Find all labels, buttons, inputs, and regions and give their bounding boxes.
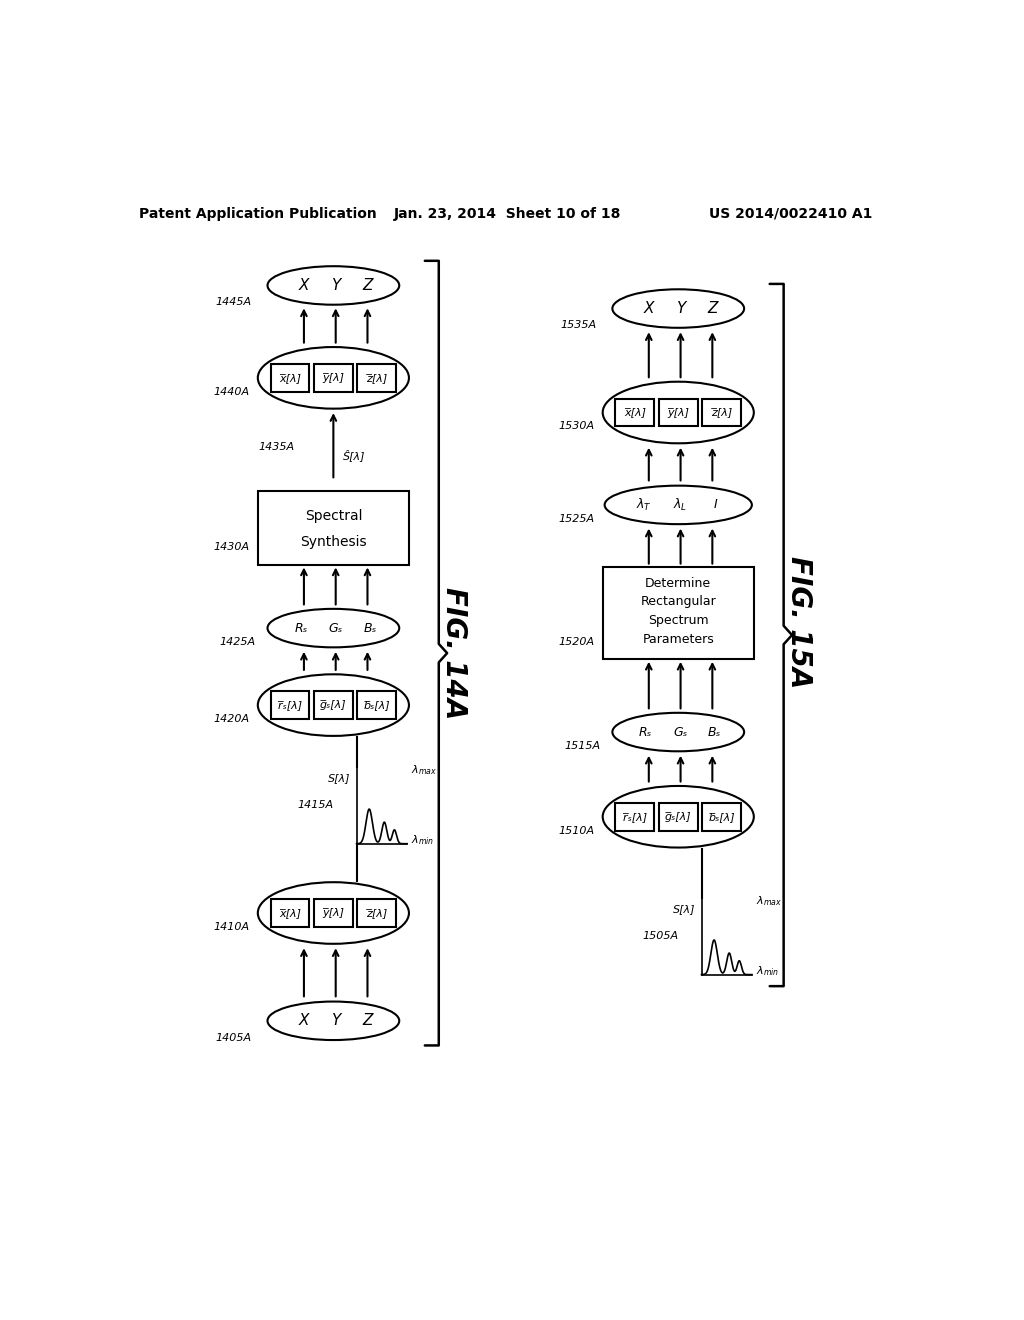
Ellipse shape — [612, 713, 744, 751]
Text: I: I — [714, 499, 718, 511]
Text: Spectral: Spectral — [304, 510, 362, 524]
Text: 1535A: 1535A — [561, 321, 597, 330]
Bar — [615, 399, 654, 426]
Text: FIG. 14A: FIG. 14A — [440, 587, 468, 719]
Text: 1530A: 1530A — [558, 421, 595, 432]
Bar — [314, 692, 352, 719]
Bar — [357, 364, 396, 392]
Ellipse shape — [258, 675, 409, 737]
Text: 1510A: 1510A — [558, 825, 595, 836]
Text: x̅[λ]: x̅[λ] — [624, 408, 646, 417]
Bar — [658, 803, 697, 830]
Ellipse shape — [267, 609, 399, 647]
Text: 1425A: 1425A — [220, 638, 256, 647]
Bar — [658, 399, 697, 426]
Text: $\lambda_{min}$: $\lambda_{min}$ — [411, 833, 434, 846]
Text: Gₛ: Gₛ — [674, 726, 688, 739]
Text: 1405A: 1405A — [216, 1032, 252, 1043]
Text: Synthesis: Synthesis — [300, 535, 367, 549]
Text: Rₛ: Rₛ — [639, 726, 652, 739]
Text: S[λ]: S[λ] — [328, 774, 350, 783]
Text: 1445A: 1445A — [216, 297, 252, 308]
Bar — [270, 899, 309, 927]
Text: 1415A: 1415A — [297, 800, 334, 810]
Text: Jan. 23, 2014  Sheet 10 of 18: Jan. 23, 2014 Sheet 10 of 18 — [394, 207, 622, 220]
Ellipse shape — [267, 1002, 399, 1040]
Text: Rectangular: Rectangular — [640, 594, 716, 607]
Text: 1435A: 1435A — [258, 442, 295, 453]
Text: 1420A: 1420A — [214, 714, 250, 723]
Bar — [270, 364, 309, 392]
Text: US 2014/0022410 A1: US 2014/0022410 A1 — [709, 207, 872, 220]
Text: x̅[λ]: x̅[λ] — [279, 908, 301, 917]
Text: x̅[λ]: x̅[λ] — [279, 372, 301, 383]
Text: $\lambda_{min}$: $\lambda_{min}$ — [756, 964, 779, 978]
Text: z̅[λ]: z̅[λ] — [367, 908, 387, 917]
Ellipse shape — [603, 785, 754, 847]
Text: S[λ]: S[λ] — [673, 904, 695, 915]
Text: Bₛ: Bₛ — [708, 726, 721, 739]
Text: y̅[λ]: y̅[λ] — [323, 372, 344, 383]
Text: 1515A: 1515A — [564, 741, 601, 751]
Text: y̅[λ]: y̅[λ] — [668, 408, 689, 417]
Bar — [615, 803, 654, 830]
Bar — [258, 491, 409, 565]
Text: Y: Y — [331, 279, 340, 293]
Text: 1430A: 1430A — [214, 543, 250, 552]
Text: Z: Z — [708, 301, 718, 315]
Text: X: X — [643, 301, 654, 315]
Ellipse shape — [603, 381, 754, 444]
Bar — [270, 692, 309, 719]
Bar — [603, 566, 754, 659]
Bar — [702, 803, 741, 830]
Text: Y: Y — [331, 1014, 340, 1028]
Text: Patent Application Publication: Patent Application Publication — [139, 207, 377, 220]
Text: Spectrum: Spectrum — [648, 614, 709, 627]
Text: X: X — [299, 1014, 309, 1028]
Ellipse shape — [604, 486, 752, 524]
Text: Gₛ: Gₛ — [329, 622, 343, 635]
Text: r̅ₛ[λ]: r̅ₛ[λ] — [623, 812, 647, 822]
Text: g̅ₛ[λ]: g̅ₛ[λ] — [321, 700, 347, 710]
Bar — [314, 364, 352, 392]
Ellipse shape — [258, 347, 409, 409]
Text: Ŝ[λ]: Ŝ[λ] — [343, 449, 366, 461]
Text: b̅ₛ[λ]: b̅ₛ[λ] — [709, 812, 735, 822]
Ellipse shape — [612, 289, 744, 327]
Text: y̅[λ]: y̅[λ] — [323, 908, 344, 917]
Text: r̅ₛ[λ]: r̅ₛ[λ] — [278, 700, 302, 710]
Bar — [357, 692, 396, 719]
Text: Y: Y — [676, 301, 685, 315]
Bar — [314, 899, 352, 927]
Text: g̅ₛ[λ]: g̅ₛ[λ] — [665, 812, 691, 822]
Text: X: X — [299, 279, 309, 293]
Text: Z: Z — [362, 1014, 373, 1028]
Text: Parameters: Parameters — [642, 634, 714, 647]
Text: 1440A: 1440A — [214, 387, 250, 397]
Text: 1505A: 1505A — [642, 931, 678, 941]
Text: 1525A: 1525A — [558, 513, 595, 524]
Text: $\lambda_L$: $\lambda_L$ — [674, 496, 688, 513]
Text: Rₛ: Rₛ — [294, 622, 307, 635]
Text: $\lambda_{max}$: $\lambda_{max}$ — [411, 764, 437, 777]
Text: z̅[λ]: z̅[λ] — [711, 408, 732, 417]
Text: 1520A: 1520A — [558, 638, 595, 647]
Bar — [357, 899, 396, 927]
Text: $\lambda_{max}$: $\lambda_{max}$ — [756, 895, 782, 908]
Text: $\lambda_T$: $\lambda_T$ — [636, 496, 652, 513]
Text: Determine: Determine — [645, 577, 712, 590]
Text: z̅[λ]: z̅[λ] — [367, 372, 387, 383]
Text: Bₛ: Bₛ — [364, 622, 377, 635]
Ellipse shape — [258, 882, 409, 944]
Text: Z: Z — [362, 279, 373, 293]
Text: 1410A: 1410A — [214, 921, 250, 932]
Bar — [702, 399, 741, 426]
Text: b̅ₛ[λ]: b̅ₛ[λ] — [364, 700, 390, 710]
Text: FIG. 15A: FIG. 15A — [785, 556, 813, 689]
Ellipse shape — [267, 267, 399, 305]
